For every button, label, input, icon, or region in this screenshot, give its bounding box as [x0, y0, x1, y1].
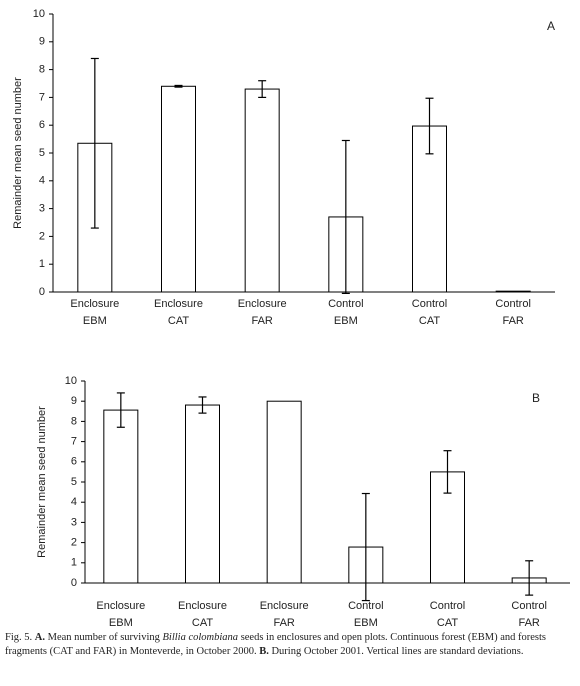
y-tick-label: 0 [71, 577, 77, 589]
y-tick-label: 1 [39, 258, 45, 270]
x-tick-label: Control [495, 298, 530, 310]
y-tick-label: 7 [71, 436, 77, 448]
y-tick-label: 0 [39, 286, 45, 298]
bar [103, 409, 139, 584]
x-tick-label: FAR [518, 617, 539, 629]
y-tick-label: 1 [71, 557, 77, 569]
y-tick-label: 9 [39, 36, 45, 48]
panel-label: A [547, 19, 555, 33]
x-tick-label: Enclosure [70, 298, 119, 310]
y-tick-label: 6 [39, 119, 45, 131]
x-tick-label: CAT [168, 315, 189, 327]
bar [161, 85, 196, 293]
y-axis-label: Remainder mean seed number [36, 406, 48, 558]
y-tick-label: 7 [39, 91, 45, 103]
caption-text: During October 2001. Vertical lines are … [268, 645, 524, 657]
y-tick-label: 5 [71, 476, 77, 488]
y-tick-label: 4 [39, 175, 45, 187]
x-tick-label: CAT [437, 617, 458, 629]
caption-text: A. [34, 632, 45, 643]
x-tick-label: EBM [109, 617, 133, 629]
bar [244, 88, 280, 293]
caption-text: seeds in enclosures and open plots. Cont… [5, 632, 547, 657]
caption-text: Mean number of surviving [44, 632, 163, 643]
x-tick-label: Control [328, 298, 363, 310]
y-tick-label: 5 [39, 147, 45, 159]
y-tick-label: 3 [71, 516, 77, 528]
x-tick-label: EBM [334, 315, 358, 327]
caption-text: B. [259, 645, 269, 657]
y-tick-label: 2 [71, 537, 77, 549]
x-tick-label: Enclosure [96, 600, 145, 612]
caption-text: Fig. 5. [5, 632, 35, 643]
y-tick-label: 3 [39, 203, 45, 215]
y-tick-label: 10 [33, 8, 45, 20]
caption: Fig. 5. A. Mean number of surviving Bill… [5, 631, 575, 658]
x-tick-label: EBM [354, 617, 378, 629]
y-tick-label: 8 [71, 415, 77, 427]
x-tick-label: EBM [83, 315, 107, 327]
y-tick-label: 4 [71, 496, 77, 508]
bar [185, 404, 220, 584]
x-tick-label: Enclosure [260, 600, 309, 612]
x-tick-label: Control [412, 298, 447, 310]
bar [495, 290, 531, 293]
x-tick-label: Control [430, 600, 465, 612]
x-tick-label: CAT [192, 617, 213, 629]
x-tick-label: FAR [251, 315, 272, 327]
x-tick-label: Enclosure [154, 298, 203, 310]
x-tick-label: Control [348, 600, 383, 612]
x-tick-label: FAR [502, 315, 523, 327]
x-tick-label: CAT [419, 315, 440, 327]
x-tick-label: Control [511, 600, 546, 612]
bar [266, 400, 302, 584]
x-tick-label: Enclosure [178, 600, 227, 612]
caption-text: Billia colombiana [162, 632, 239, 643]
y-tick-label: 9 [71, 395, 77, 407]
y-tick-label: 10 [65, 375, 77, 387]
y-tick-label: 6 [71, 456, 77, 468]
x-tick-label: Enclosure [238, 298, 287, 310]
x-tick-label: FAR [273, 617, 294, 629]
panel-label: B [532, 391, 540, 405]
y-tick-label: 2 [39, 230, 45, 242]
y-axis-label: Remainder mean seed number [12, 77, 24, 229]
y-tick-label: 8 [39, 64, 45, 76]
